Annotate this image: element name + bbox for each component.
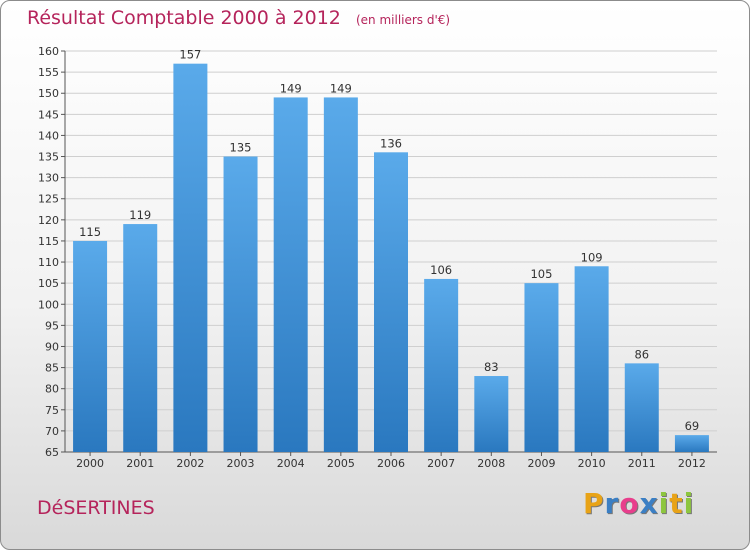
y-tick-label: 100 xyxy=(38,298,59,311)
x-tick-label: 2012 xyxy=(678,457,706,470)
logo-letter: x xyxy=(639,487,659,520)
y-tick-label: 95 xyxy=(45,319,59,332)
x-tick-label: 2002 xyxy=(176,457,204,470)
bar-2006[interactable] xyxy=(374,152,408,452)
bar-2010[interactable] xyxy=(574,266,609,452)
labels: 65 70 75 80 85 90 95 100 105 110 115 120 125 130 135 14… xyxy=(38,45,706,470)
x-tick-label: 2004 xyxy=(277,457,305,470)
x-tick-label: 2008 xyxy=(477,457,505,470)
y-tick-label: 135 xyxy=(38,151,59,164)
x-tick-label: 2001 xyxy=(126,457,154,470)
bars xyxy=(73,63,709,453)
logo-letter: i xyxy=(683,487,695,520)
x-tick-label: 2006 xyxy=(377,457,405,470)
y-tick-label: 90 xyxy=(45,340,59,353)
bar-2007[interactable] xyxy=(424,278,459,452)
bar-2001[interactable] xyxy=(123,224,158,452)
bar-value-label: 105 xyxy=(530,267,552,281)
y-tick-label: 125 xyxy=(38,193,59,206)
y-tick-label: 85 xyxy=(45,362,59,375)
y-tick-label: 80 xyxy=(45,383,59,396)
logo-letter: P xyxy=(583,487,605,520)
y-tick-label: 120 xyxy=(38,214,59,227)
x-tick-label: 2010 xyxy=(578,457,606,470)
bar-2003[interactable] xyxy=(223,156,258,453)
y-tick-label: 130 xyxy=(38,172,59,185)
bar-value-label: 109 xyxy=(581,250,603,264)
logo-letter: o xyxy=(619,487,640,520)
bar-2002[interactable] xyxy=(173,63,208,453)
bar-value-label: 135 xyxy=(230,141,252,155)
bar-2012[interactable] xyxy=(674,435,709,452)
y-tick-label: 75 xyxy=(45,404,59,417)
logo-letter: r xyxy=(604,487,620,520)
y-tick-label: 145 xyxy=(38,108,59,121)
y-tick-label: 115 xyxy=(38,235,59,248)
y-tick-label: 150 xyxy=(38,87,59,100)
y-tick-label: 65 xyxy=(45,446,59,459)
x-tick-label: 2000 xyxy=(76,457,104,470)
y-tick-label: 140 xyxy=(38,129,59,142)
bar-value-label: 69 xyxy=(685,419,700,433)
chart-title: Résultat Comptable 2000 à 2012 xyxy=(27,7,341,29)
y-tick-label: 105 xyxy=(38,277,59,290)
chart-unit: (en milliers d'€) xyxy=(355,13,451,27)
y-tick-label: 155 xyxy=(38,66,59,79)
x-tick-label: 2007 xyxy=(427,457,455,470)
bar-value-label: 149 xyxy=(280,81,302,95)
x-tick-label: 2011 xyxy=(628,457,656,470)
logo-letter: i xyxy=(658,487,670,520)
bar-2000[interactable] xyxy=(73,240,108,452)
chart-title-block: Résultat Comptable 2000 à 2012 (en milli… xyxy=(27,7,450,29)
bar-2009[interactable] xyxy=(524,283,559,452)
proxiti-logo[interactable]: Proxiti xyxy=(583,487,694,520)
x-tick-label: 2009 xyxy=(527,457,555,470)
x-tick-label: 2003 xyxy=(227,457,255,470)
city-name: DéSERTINES xyxy=(37,497,155,519)
bar-2008[interactable] xyxy=(474,376,509,452)
bar-value-label: 83 xyxy=(484,360,499,374)
bar-value-label: 149 xyxy=(330,81,352,95)
bar-value-label: 106 xyxy=(430,263,452,277)
y-tick-label: 160 xyxy=(38,45,59,58)
bar-2004[interactable] xyxy=(273,97,308,452)
bar-2011[interactable] xyxy=(624,363,659,452)
x-tick-label: 2005 xyxy=(327,457,355,470)
logo-letter: t xyxy=(669,487,684,520)
y-tick-label: 110 xyxy=(38,256,59,269)
bar-value-label: 119 xyxy=(129,208,151,222)
bar-2005[interactable] xyxy=(323,97,358,452)
y-tick-label: 70 xyxy=(45,425,59,438)
bar-value-label: 86 xyxy=(634,347,649,361)
bar-value-label: 157 xyxy=(179,48,201,62)
bar-value-label: 136 xyxy=(380,136,402,150)
bar-value-label: 115 xyxy=(79,225,101,239)
